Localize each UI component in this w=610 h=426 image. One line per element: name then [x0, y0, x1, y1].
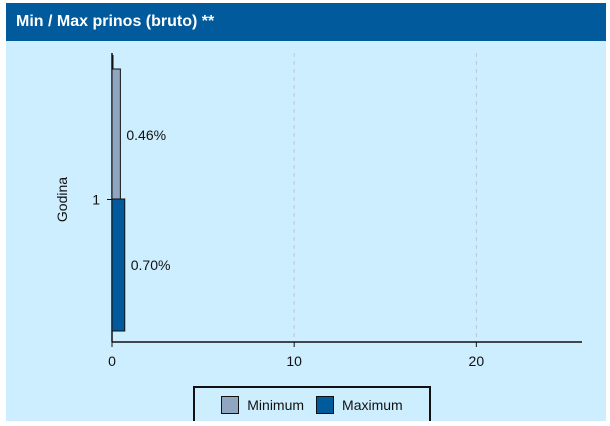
- data-label-maximum: 0.70%: [131, 257, 171, 273]
- legend-label-maximum: Maximum: [342, 396, 403, 413]
- legend-swatch-maximum: [316, 395, 335, 414]
- legend-item-minimum[interactable]: Minimum: [221, 395, 305, 414]
- x-tick-label: 10: [286, 353, 302, 369]
- bar-chart: 0 10 20 1 Godina 0.46% 0.70%: [54, 53, 582, 369]
- chart-title: Min / Max prinos (bruto) **: [16, 13, 215, 30]
- legend: Minimum Maximum: [193, 386, 431, 421]
- legend-label-minimum: Minimum: [247, 396, 305, 413]
- x-tick-label: 20: [469, 353, 485, 369]
- y-axis-title: Godina: [54, 177, 70, 222]
- data-label-minimum: 0.46%: [126, 127, 166, 143]
- legend-item-maximum[interactable]: Maximum: [316, 395, 403, 414]
- y-tick-label: 1: [92, 192, 100, 208]
- legend-swatch-minimum: [221, 395, 240, 414]
- bar-minimum: [111, 68, 121, 202]
- bar-maximum: [111, 198, 126, 332]
- chart-header: Min / Max prinos (bruto) **: [6, 3, 606, 41]
- chart-card: Min / Max prinos (bruto) ** 0 10 20 1 Godina…: [6, 3, 606, 421]
- x-tick-label: 0: [108, 353, 116, 369]
